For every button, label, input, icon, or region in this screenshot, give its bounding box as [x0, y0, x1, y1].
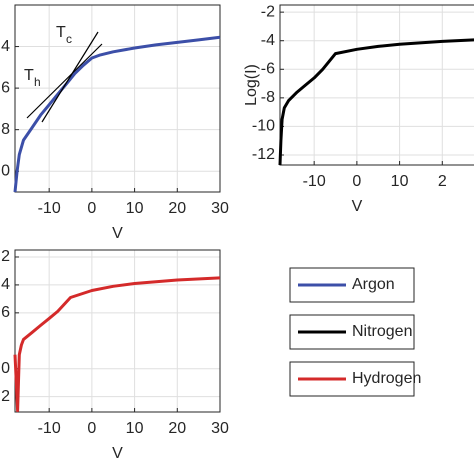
- legend-boxes: [289, 267, 415, 397]
- y-tick-label: -8: [261, 89, 275, 106]
- data-line: [13, 276, 221, 413]
- y-tick-label: 8: [1, 121, 10, 138]
- x-tick-label: 0: [87, 420, 96, 437]
- x-tick-label: 2: [438, 173, 447, 190]
- x-tick-label: -10: [38, 200, 61, 217]
- legend-label: Hydrogen: [352, 370, 421, 387]
- y-tick-label: -4: [261, 32, 275, 49]
- plot-frame: [279, 4, 474, 166]
- x-tick-label: -10: [38, 420, 61, 437]
- tangent-line: [26, 43, 103, 119]
- y-tick-label: 4: [1, 38, 10, 55]
- y-tick-label: -12: [252, 146, 275, 163]
- y-tick-label: 2: [1, 388, 10, 405]
- x-tick-label: 10: [126, 420, 144, 437]
- x-tick-label: 10: [126, 200, 144, 217]
- x-axis-label: V: [112, 225, 123, 242]
- annotation: T: [56, 24, 66, 41]
- x-tick-label: -10: [303, 173, 326, 190]
- y-tick-label: 0: [1, 360, 10, 377]
- y-tick-label: 6: [1, 304, 10, 321]
- y-tick-label: 4: [1, 276, 10, 293]
- data-line: [278, 38, 474, 166]
- tangent-line: [41, 31, 99, 123]
- x-tick-label: 0: [352, 173, 361, 190]
- plot-frame: [14, 249, 221, 413]
- x-tick-label: 30: [211, 200, 229, 217]
- x-axis-label: V: [352, 198, 363, 215]
- legend-label: Nitrogen: [352, 323, 412, 340]
- y-tick-label: 2: [1, 248, 10, 265]
- x-tick-label: 0: [87, 200, 96, 217]
- data-line: [13, 35, 221, 193]
- plot-frame: [14, 4, 221, 193]
- annotation-subscript: c: [66, 32, 72, 46]
- y-tick-label: 6: [1, 79, 10, 96]
- annotation-subscript: h: [34, 75, 41, 89]
- legend-label: Argon: [352, 276, 395, 293]
- x-tick-label: 10: [391, 173, 409, 190]
- y-tick-label: -10: [252, 118, 275, 135]
- x-tick-label: 20: [168, 420, 186, 437]
- y-tick-label: -2: [261, 3, 275, 20]
- x-tick-label: 20: [168, 200, 186, 217]
- annotation: T: [24, 67, 34, 84]
- x-tick-label: 30: [211, 420, 229, 437]
- y-axis-label: Log(I): [243, 64, 260, 106]
- y-tick-label: -6: [261, 61, 275, 78]
- y-tick-label: 0: [1, 162, 10, 179]
- x-axis-label: V: [112, 445, 123, 462]
